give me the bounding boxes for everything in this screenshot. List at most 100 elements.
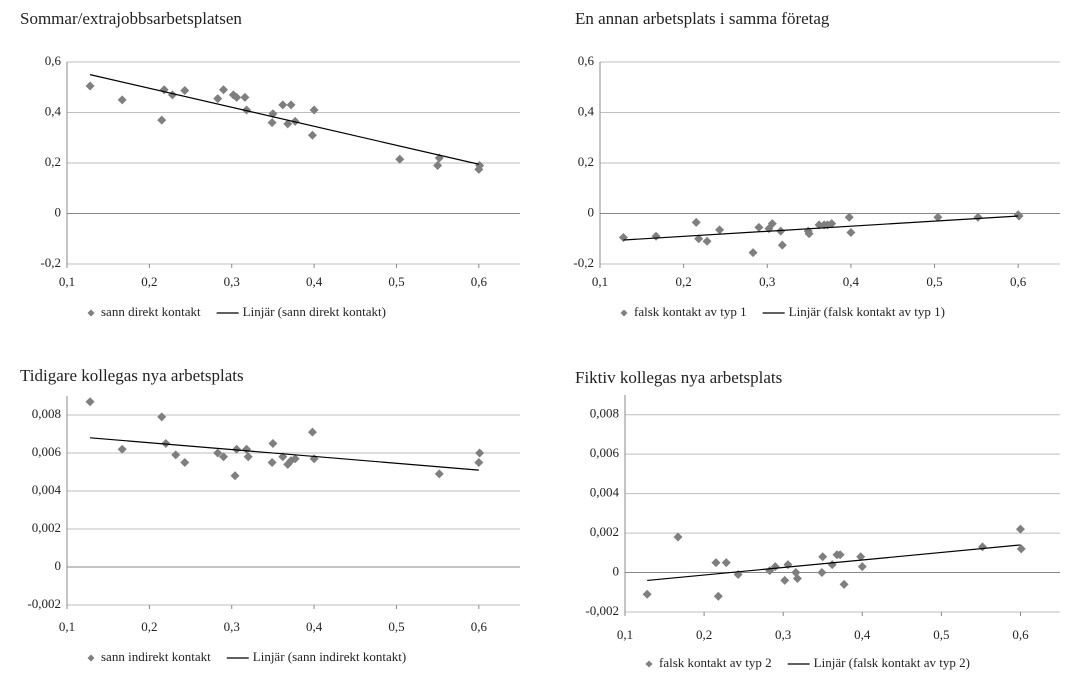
x-tick-label: 0,5 [933,627,949,642]
scatter-point [307,427,317,437]
y-tick-label: 0,4 [578,103,595,118]
scatter-point [434,469,444,479]
scatter-point [618,232,628,242]
y-tick-label: 0,006 [32,444,62,459]
x-tick-label: 0,2 [141,274,157,289]
scatter-point [711,558,721,568]
scatter-point [433,161,443,171]
y-tick-label: 0 [55,204,62,219]
y-tick-label: 0,008 [590,406,619,421]
legend-label: sann direkt kontakt [101,304,201,319]
x-tick-label: 0,1 [59,274,75,289]
legend-label: falsk kontakt av typ 1 [634,304,747,319]
chart-title: Tidigare kollegas nya arbetsplats [20,366,244,385]
scatter-point [856,552,866,562]
y-tick-label: 0,002 [32,520,61,535]
x-tick-label: 0,2 [141,619,157,634]
scatter-point [846,227,856,237]
scatter-point [814,220,824,230]
y-tick-label: 0 [55,558,62,573]
y-tick-label: -0,002 [27,596,61,611]
scatter-point [180,458,190,467]
scatter-point [651,231,661,241]
scatter-point [780,575,790,585]
y-tick-label: 0,004 [32,482,62,497]
scatter-point [240,92,250,102]
x-tick-label: 0,3 [775,627,791,642]
x-tick-label: 0,3 [224,274,240,289]
scatter-point [309,105,319,115]
scatter-point [157,115,167,125]
scatter-point [242,105,252,115]
x-tick-label: 0,5 [388,619,404,634]
scatter-point [117,444,127,454]
scatter-point [157,412,167,422]
trend-line [89,74,479,165]
x-tick-label: 0,4 [854,627,871,642]
y-tick-label: 0,2 [578,154,594,169]
scatter-point [475,448,485,458]
x-tick-label: 0,5 [926,274,942,289]
y-tick-label: 0,4 [45,103,62,118]
x-tick-label: 0,4 [306,274,323,289]
chart-title: Fiktiv kollegas nya arbetsplats [575,368,782,387]
scatter-point [218,85,228,95]
y-tick-label: 0,006 [590,445,620,460]
scatter-point [767,219,777,229]
y-tick-label: 0,6 [45,53,62,68]
scatter-point [286,100,296,110]
scatter-point [973,212,983,222]
scatter-point [1015,524,1025,534]
legend-label: falsk kontakt av typ 2 [659,655,772,670]
scatter-point [748,248,758,258]
scatter-point [754,222,764,232]
scatter-point [715,225,725,235]
scatter-point [818,552,828,562]
scatter-point [475,161,485,171]
scatter-point [283,119,293,129]
trend-line [90,437,479,471]
scatter-point [213,94,223,104]
chart-title: En annan arbetsplats i samma företag [575,9,830,28]
scatter-point [278,100,288,110]
x-tick-label: 0,3 [759,274,775,289]
scatter-point [230,471,240,481]
scatter-point [267,458,277,467]
scatter-point [218,452,228,462]
scatter-point [395,154,405,164]
scatter-point [85,397,95,407]
scatter-point [844,212,854,222]
x-tick-label: 0,1 [617,627,633,642]
scatter-point [307,130,317,140]
scatter-point [694,234,704,244]
legend-label: Linjär (sann direkt kontakt) [243,304,386,319]
scatter-point [243,452,253,462]
y-tick-label: 0 [588,204,595,219]
scatter-point [827,219,837,229]
scatter-point [242,444,252,454]
scatter-point [1014,211,1024,221]
y-tick-label: 0,004 [590,485,620,500]
scatter-point [1016,544,1026,554]
legend-label: Linjär (falsk kontakt av typ 2) [814,655,970,670]
x-tick-label: 0,5 [388,274,404,289]
x-tick-label: 0,2 [676,274,692,289]
legend-label: Linjär (falsk kontakt av typ 1) [789,304,945,319]
scatter-point [171,450,181,460]
chart-panel: Sommar/extrajobbsarbetsplatsen -0,2 0 0,2 0,… [20,9,520,319]
scatter-point [232,92,242,102]
trend-line [647,544,1021,582]
scatter-point [117,95,127,105]
scatter-point [776,226,786,236]
scatter-point [827,560,837,570]
y-tick-label: 0 [613,564,620,579]
scatter-point [232,444,242,454]
scatter-point [839,579,849,589]
scatter-point [933,212,943,222]
scatter-point [213,448,223,458]
scatter-point [268,439,278,448]
scatter-point [673,532,683,542]
y-tick-label: 0,6 [578,53,595,68]
x-tick-label: 0,1 [59,619,75,634]
